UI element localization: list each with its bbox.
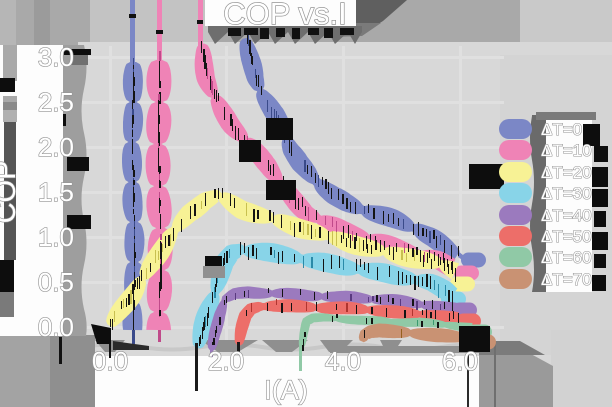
svg-text:6.0: 6.0 bbox=[442, 346, 478, 376]
svg-text:2.0: 2.0 bbox=[208, 346, 244, 376]
svg-text:ΔT=0: ΔT=0 bbox=[541, 120, 582, 139]
svg-text:1.5: 1.5 bbox=[38, 177, 74, 207]
svg-text:ΔT=50: ΔT=50 bbox=[541, 227, 592, 246]
svg-text:4.0: 4.0 bbox=[325, 346, 361, 376]
svg-text:ΔT=40: ΔT=40 bbox=[541, 206, 592, 225]
svg-text:ΔT=70: ΔT=70 bbox=[541, 270, 592, 289]
svg-text:2.5: 2.5 bbox=[38, 87, 74, 117]
svg-text:0.5: 0.5 bbox=[38, 267, 74, 297]
svg-text:I(A): I(A) bbox=[264, 375, 308, 405]
svg-text:0.0: 0.0 bbox=[92, 346, 128, 376]
svg-text:ΔT=20: ΔT=20 bbox=[541, 163, 592, 182]
svg-text:ΔT=60: ΔT=60 bbox=[541, 248, 592, 267]
svg-text:3.0: 3.0 bbox=[38, 42, 74, 72]
svg-text:ΔT=10: ΔT=10 bbox=[541, 141, 592, 160]
svg-text:COP vs.I: COP vs.I bbox=[223, 0, 346, 31]
svg-text:ΔT=30: ΔT=30 bbox=[541, 184, 592, 203]
svg-text:COP: COP bbox=[0, 161, 22, 224]
svg-text:0.0: 0.0 bbox=[38, 312, 74, 342]
svg-text:2.0: 2.0 bbox=[38, 132, 74, 162]
svg-text:1.0: 1.0 bbox=[38, 222, 74, 252]
